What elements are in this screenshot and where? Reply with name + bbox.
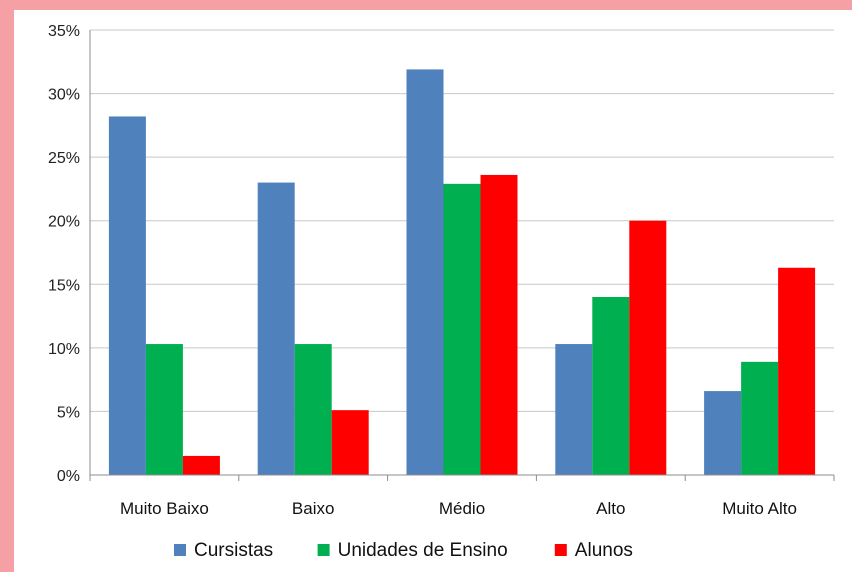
- legend-swatch-1: [174, 544, 186, 556]
- legend-swatch-3: [554, 544, 567, 556]
- bar-unidades-de-ensino-3: [443, 183, 481, 476]
- axes: 0% 5% 10% 15% 20% 25% 30% 35% Muito Baixo Baixo Mé…: [48, 23, 835, 518]
- y-tick-label: 20%: [48, 214, 80, 231]
- bar-cursistas-2: [257, 182, 295, 476]
- y-tick-label: 15%: [48, 277, 80, 294]
- y-tick-label: 35%: [48, 23, 80, 40]
- legend-label: Cursistas: [194, 540, 273, 561]
- x-category-label: Alto: [596, 499, 625, 518]
- bar-cursistas-5: [704, 391, 742, 475]
- chart-frame: 0% 5% 10% 15% 20% 25% 30% 35% Muito Baixo Baixo Mé…: [14, 10, 852, 572]
- bar-alunos-1: [182, 455, 220, 475]
- bar-unidades-de-ensino-2: [294, 344, 332, 475]
- legend: Cursistas Unidades de Ensino Alunos: [174, 540, 633, 561]
- y-tick-label: 25%: [48, 150, 80, 167]
- bar-cursistas-4: [555, 344, 593, 475]
- bar-cursistas-3: [406, 69, 444, 475]
- y-tick-label: 5%: [57, 404, 80, 421]
- bar-alunos-2: [331, 410, 369, 475]
- bar-alunos-5: [778, 267, 816, 475]
- bars: [108, 69, 816, 476]
- x-category-label: Baixo: [292, 499, 335, 518]
- legend-label: Unidades de Ensino: [338, 540, 508, 561]
- y-tick-label: 0%: [57, 468, 80, 485]
- legend-label: Alunos: [575, 540, 633, 561]
- bar-cursistas-1: [108, 116, 146, 475]
- bar-unidades-de-ensino-4: [592, 297, 630, 475]
- y-tick-label: 30%: [48, 87, 80, 104]
- bar-chart: 0% 5% 10% 15% 20% 25% 30% 35% Muito Baixo Baixo Mé…: [48, 23, 835, 561]
- x-category-label: Médio: [439, 499, 485, 518]
- x-category-label: Muito Baixo: [120, 499, 209, 518]
- y-tick-label: 10%: [48, 341, 80, 358]
- x-category-label: Muito Alto: [722, 499, 797, 518]
- legend-swatch-2: [317, 544, 330, 556]
- bar-unidades-de-ensino-5: [741, 361, 779, 475]
- bar-unidades-de-ensino-1: [145, 344, 183, 475]
- bar-alunos-3: [480, 174, 518, 475]
- bar-alunos-4: [629, 220, 667, 475]
